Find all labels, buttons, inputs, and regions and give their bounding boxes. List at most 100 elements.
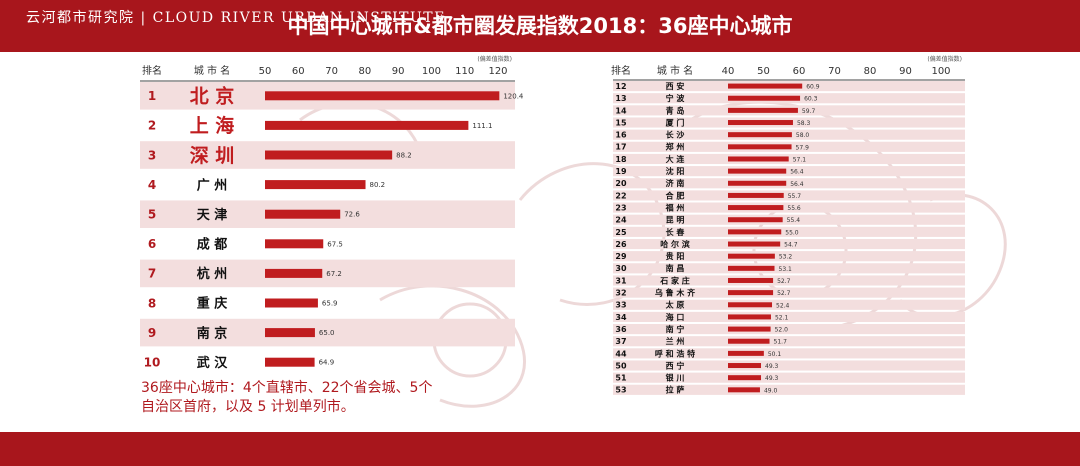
- bar: [728, 217, 783, 223]
- value-label: 49.3: [765, 375, 779, 382]
- x-tick-label: 70: [325, 66, 338, 77]
- rank-label: 2: [148, 119, 156, 133]
- rank-label: 33: [615, 301, 626, 310]
- value-label: 52.4: [776, 302, 790, 309]
- rank-label: 14: [615, 106, 627, 115]
- row-band: [140, 318, 515, 347]
- bar: [728, 95, 801, 101]
- bar: [265, 120, 469, 130]
- row-band: [613, 226, 965, 237]
- x-tick-label: 60: [793, 66, 806, 77]
- value-label: 58.3: [797, 120, 811, 127]
- bar: [728, 132, 792, 138]
- city-label: 南 京: [197, 325, 228, 341]
- rank-label: 53: [615, 386, 626, 395]
- city-label: 成 都: [197, 236, 228, 252]
- row-band: [613, 336, 965, 347]
- header-rank: 排名: [142, 64, 162, 77]
- header-rank: 排名: [611, 64, 631, 77]
- rank-label: 26: [615, 240, 627, 249]
- bar: [728, 253, 775, 259]
- row-band: [613, 275, 965, 286]
- value-label: 58.0: [796, 132, 810, 139]
- x-tick-label: 80: [358, 66, 371, 77]
- value-label: 55.6: [787, 205, 801, 212]
- row-band: [613, 190, 965, 201]
- bar: [265, 209, 341, 219]
- row-band: [613, 360, 965, 371]
- value-label: 49.0: [764, 387, 778, 394]
- rank-label: 13: [615, 94, 626, 103]
- city-label: 沈 阳: [666, 166, 685, 176]
- value-label: 60.3: [804, 96, 818, 103]
- rank-label: 9: [148, 326, 156, 340]
- rank-label: 7: [148, 267, 156, 281]
- city-label: 深 圳: [190, 144, 235, 167]
- value-label: 49.3: [765, 363, 779, 370]
- row-band: [613, 214, 965, 225]
- bar: [728, 326, 771, 332]
- city-label: 贵 阳: [666, 251, 685, 261]
- city-label: 郑 州: [666, 142, 685, 152]
- value-label: 60.9: [806, 84, 820, 91]
- city-label: 杭 州: [197, 266, 228, 282]
- row-band: [613, 324, 965, 335]
- city-label: 长 沙: [666, 130, 685, 140]
- row-band: [140, 259, 515, 288]
- bar: [728, 290, 774, 296]
- bar: [728, 192, 784, 198]
- rank-label: 36: [615, 325, 627, 334]
- rank-label: 12: [615, 82, 626, 91]
- rank-label: 37: [615, 337, 626, 346]
- bar: [728, 375, 762, 381]
- city-label: 南 宁: [666, 324, 685, 334]
- rank-label: 50: [615, 361, 627, 370]
- city-label: 西 宁: [666, 360, 685, 370]
- bar: [728, 168, 787, 174]
- bar: [728, 241, 781, 247]
- rank-label: 32: [615, 289, 626, 298]
- bar: [728, 387, 760, 393]
- rank-label: 8: [148, 296, 156, 310]
- city-label: 石 家 庄: [659, 275, 690, 285]
- value-label: 56.4: [790, 181, 804, 188]
- x-tick-label: 120: [488, 66, 507, 77]
- x-tick-label: 90: [899, 66, 912, 77]
- bar: [265, 298, 318, 308]
- rank-label: 34: [615, 313, 627, 322]
- rank-label: 17: [615, 143, 626, 152]
- city-label: 济 南: [666, 178, 685, 188]
- rank-label: 3: [148, 148, 156, 162]
- rank-label: 16: [615, 131, 627, 140]
- bar: [265, 239, 324, 249]
- x-tick-label: 50: [757, 66, 770, 77]
- city-label: 宁 波: [666, 93, 686, 103]
- bar: [728, 120, 793, 126]
- rank-label: 44: [615, 349, 627, 358]
- chart-note: 36座中心城市：4个直辖市、22个省会城、5个 自治区首府，以及 5 计划单列市…: [141, 379, 481, 417]
- rank-label: 22: [615, 191, 626, 200]
- bar: [728, 144, 792, 150]
- value-label: 88.2: [396, 152, 412, 160]
- bar: [728, 302, 773, 308]
- x-tick-label: 100: [931, 66, 950, 77]
- bar: [728, 107, 798, 113]
- bar: [728, 205, 784, 211]
- city-label: 乌 鲁 木 齐: [655, 288, 696, 298]
- rank-label: 25: [615, 228, 627, 237]
- bar: [728, 229, 782, 235]
- city-label: 长 春: [666, 227, 685, 237]
- rank-label: 20: [615, 179, 627, 188]
- footer-text: 云河都市研究院 | CLOUD RIVER URBAN INSTITUTE: [26, 10, 446, 26]
- value-label: 52.7: [777, 290, 791, 297]
- rank-label: 19: [615, 167, 627, 176]
- note-line-1: 36座中心城市：4个直辖市、22个省会城、5个: [141, 380, 433, 396]
- footer-bar: [0, 432, 1080, 466]
- bar: [728, 83, 803, 89]
- city-label: 武 汉: [197, 355, 229, 371]
- rank-label: 1: [148, 89, 156, 103]
- row-band: [613, 299, 965, 310]
- note-line-2: 自治区首府，以及 5 计划单列市。: [141, 399, 355, 415]
